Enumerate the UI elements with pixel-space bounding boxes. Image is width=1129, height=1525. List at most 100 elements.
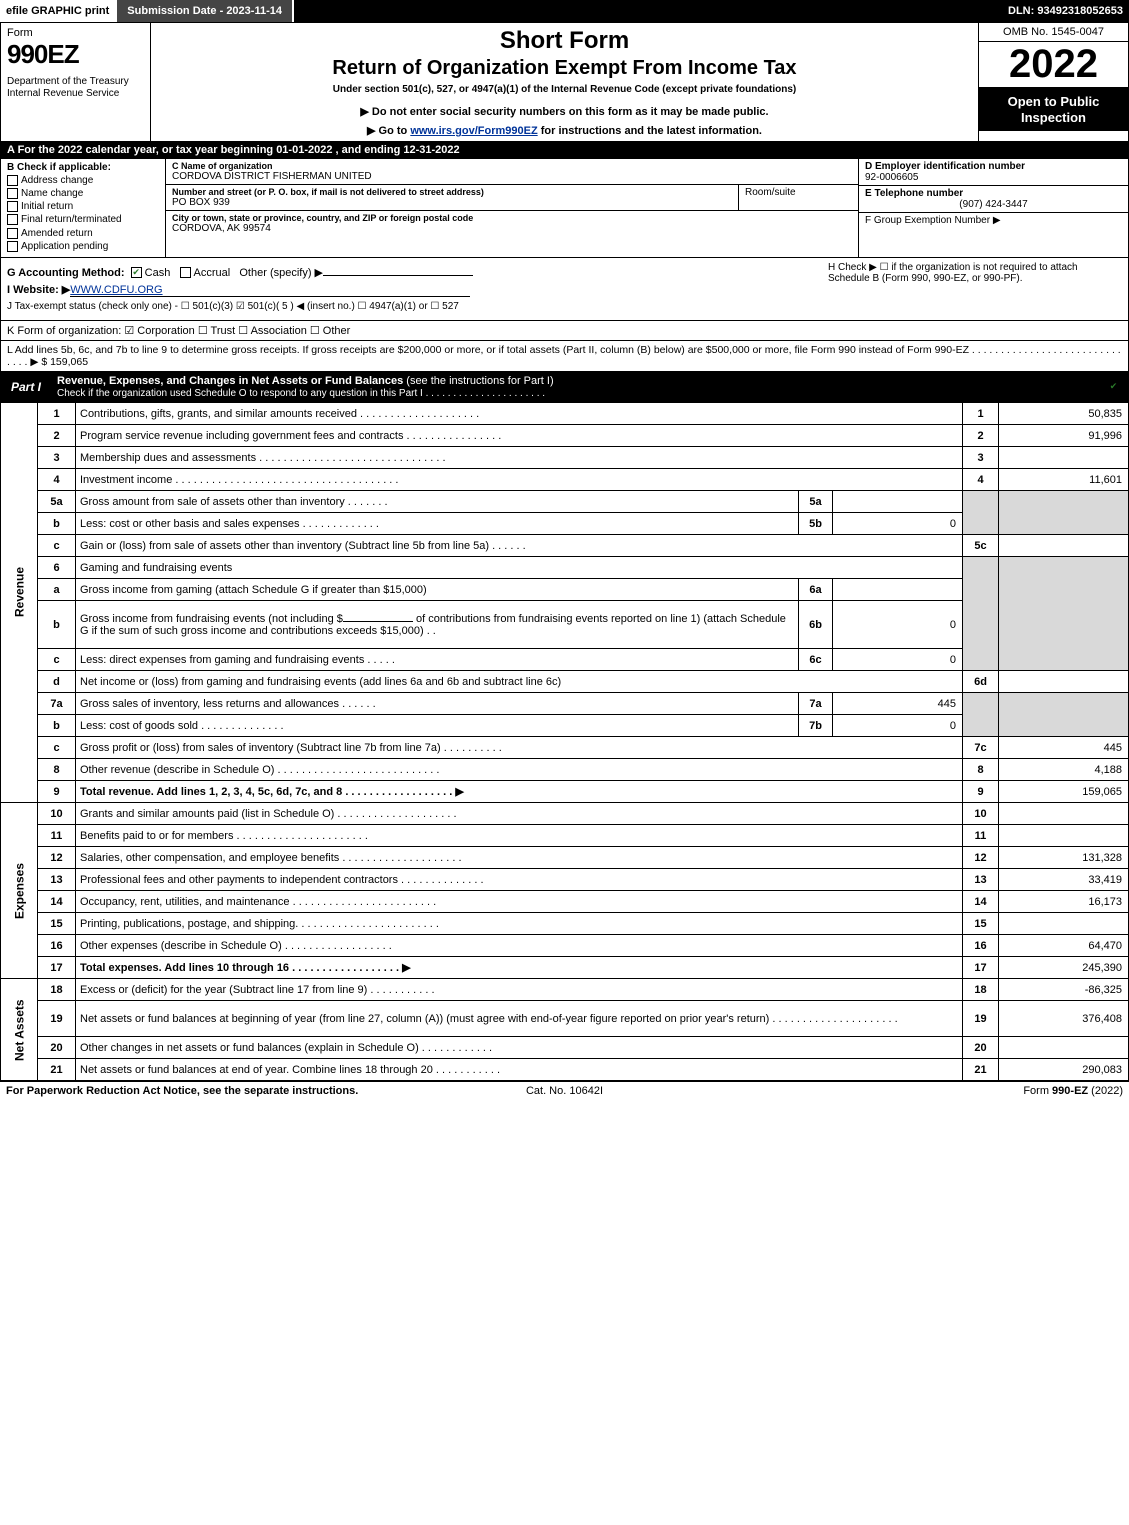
tax-year: 2022 — [979, 42, 1128, 88]
chk-application-pending[interactable]: Application pending — [7, 241, 159, 252]
line-16-num: 16 — [38, 935, 76, 957]
c-name-label: C Name of organization — [172, 161, 852, 171]
tel-value: (907) 424-3447 — [865, 199, 1122, 210]
line-16-val: 64,470 — [999, 935, 1129, 957]
page-footer: For Paperwork Reduction Act Notice, see … — [0, 1081, 1129, 1100]
note2-pre: ▶ Go to — [367, 125, 410, 137]
line-20-rnum: 20 — [963, 1037, 999, 1059]
line-6b-subval: 0 — [833, 601, 963, 649]
tax-exempt-status: J Tax-exempt status (check only one) - ☐… — [7, 301, 822, 312]
chk-cash[interactable] — [131, 267, 142, 278]
line-15-num: 15 — [38, 913, 76, 935]
line-7a-num: 7a — [38, 693, 76, 715]
line-7c-num: c — [38, 737, 76, 759]
line-6a-sublabel: 6a — [799, 579, 833, 601]
line-17-num: 17 — [38, 957, 76, 979]
line-17-desc: Total expenses. Add lines 10 through 16 … — [76, 957, 963, 979]
line-11-desc: Benefits paid to or for members . . . . … — [76, 825, 963, 847]
chk-accrual[interactable] — [180, 267, 191, 278]
line-9-val: 159,065 — [999, 781, 1129, 803]
line-12-val: 131,328 — [999, 847, 1129, 869]
line-18-desc: Excess or (deficit) for the year (Subtra… — [76, 979, 963, 1001]
line-2-rnum: 2 — [963, 425, 999, 447]
line-15-rnum: 15 — [963, 913, 999, 935]
line-13-rnum: 13 — [963, 869, 999, 891]
line-5a-subval — [833, 491, 963, 513]
org-name: CORDOVA DISTRICT FISHERMAN UNITED — [172, 171, 852, 182]
line-5c-val — [999, 535, 1129, 557]
line-12-desc: Salaries, other compensation, and employ… — [76, 847, 963, 869]
col-d-identifiers: D Employer identification number 92-0006… — [858, 159, 1128, 257]
line-7b-sublabel: 7b — [799, 715, 833, 737]
line-12-num: 12 — [38, 847, 76, 869]
shade-5ab — [963, 491, 999, 535]
line-7b-subval: 0 — [833, 715, 963, 737]
line-10-val — [999, 803, 1129, 825]
website-row: I Website: ▶WWW.CDFU.ORG — [7, 283, 822, 297]
line-6-desc: Gaming and fundraising events — [76, 557, 963, 579]
line-20-desc: Other changes in net assets or fund bala… — [76, 1037, 963, 1059]
chk-address-change[interactable]: Address change — [7, 175, 159, 186]
line-7c-desc: Gross profit or (loss) from sales of inv… — [76, 737, 963, 759]
line-1-desc: Contributions, gifts, grants, and simila… — [76, 403, 963, 425]
footer-center: Cat. No. 10642I — [378, 1085, 750, 1097]
line-15-desc: Printing, publications, postage, and shi… — [76, 913, 963, 935]
line-21-num: 21 — [38, 1059, 76, 1081]
line-21-desc: Net assets or fund balances at end of ye… — [76, 1059, 963, 1081]
shade-6-val — [999, 557, 1129, 671]
line-14-num: 14 — [38, 891, 76, 913]
chk-initial-return[interactable]: Initial return — [7, 201, 159, 212]
line-18-rnum: 18 — [963, 979, 999, 1001]
b-header: B Check if applicable: — [7, 162, 159, 173]
line-9-num: 9 — [38, 781, 76, 803]
line-17-val: 245,390 — [999, 957, 1129, 979]
chk-name-change[interactable]: Name change — [7, 188, 159, 199]
ein-value: 92-0006605 — [865, 172, 1122, 183]
org-city: CORDOVA, AK 99574 — [172, 223, 852, 234]
header-center: Short Form Return of Organization Exempt… — [151, 23, 978, 141]
line-1-num: 1 — [38, 403, 76, 425]
section-bcd: B Check if applicable: Address change Na… — [0, 159, 1129, 258]
irs-link[interactable]: www.irs.gov/Form990EZ — [410, 125, 537, 137]
line-4-rnum: 4 — [963, 469, 999, 491]
line-5a-num: 5a — [38, 491, 76, 513]
note2-post: for instructions and the latest informat… — [538, 125, 762, 137]
line-13-num: 13 — [38, 869, 76, 891]
line-6c-num: c — [38, 649, 76, 671]
chk-final-return[interactable]: Final return/terminated — [7, 214, 159, 225]
line-3-num: 3 — [38, 447, 76, 469]
website-link[interactable]: WWW.CDFU.ORG — [70, 284, 470, 297]
line-5b-desc: Less: cost or other basis and sales expe… — [76, 513, 799, 535]
line-6d-num: d — [38, 671, 76, 693]
line-8-num: 8 — [38, 759, 76, 781]
accounting-method: G Accounting Method: Cash Accrual Other … — [7, 266, 822, 279]
netassets-side-label: Net Assets — [1, 979, 38, 1081]
line-4-val: 11,601 — [999, 469, 1129, 491]
chk-amended-return[interactable]: Amended return — [7, 228, 159, 239]
line-6b-num: b — [38, 601, 76, 649]
line-8-val: 4,188 — [999, 759, 1129, 781]
line-19-rnum: 19 — [963, 1001, 999, 1037]
section-h: H Check ▶ ☐ if the organization is not r… — [822, 262, 1122, 316]
line-19-num: 19 — [38, 1001, 76, 1037]
line-6a-subval — [833, 579, 963, 601]
col-c-org-info: C Name of organization CORDOVA DISTRICT … — [166, 159, 858, 257]
line-18-num: 18 — [38, 979, 76, 1001]
gross-receipts-value: 159,065 — [50, 356, 88, 368]
line-6c-subval: 0 — [833, 649, 963, 671]
form-header: Form 990EZ Department of the Treasury In… — [0, 22, 1129, 142]
line-16-desc: Other expenses (describe in Schedule O) … — [76, 935, 963, 957]
part-1-schedule-o-check[interactable] — [1102, 379, 1128, 395]
line-11-rnum: 11 — [963, 825, 999, 847]
section-g-h: G Accounting Method: Cash Accrual Other … — [0, 258, 1129, 321]
line-5c-num: c — [38, 535, 76, 557]
line-13-val: 33,419 — [999, 869, 1129, 891]
short-form-title: Short Form — [157, 27, 972, 55]
line-9-rnum: 9 — [963, 781, 999, 803]
line-3-rnum: 3 — [963, 447, 999, 469]
room-suite: Room/suite — [738, 185, 858, 210]
efile-graphic-print[interactable]: efile GRAPHIC print — [0, 0, 115, 22]
line-14-rnum: 14 — [963, 891, 999, 913]
line-7c-val: 445 — [999, 737, 1129, 759]
line-6c-desc: Less: direct expenses from gaming and fu… — [76, 649, 799, 671]
